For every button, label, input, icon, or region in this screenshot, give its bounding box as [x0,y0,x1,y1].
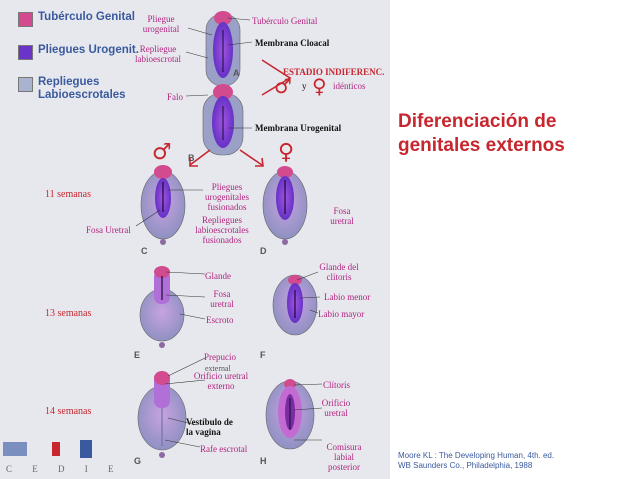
label-repliegues-fusionados: Repliegues labioescrotales fusionados [195,215,249,245]
female-symbol: ♀ [278,140,295,165]
stage-letter-g: G [134,456,142,466]
legend-swatch [18,77,33,92]
male-symbol: ♂ [152,140,172,165]
label-clitoris: Clítoris [323,380,351,390]
stage-letter-f: F [260,350,266,360]
label-identicos: idénticos [333,81,366,91]
label-pliegue-urogenital: Pliegue urogenital [142,14,180,34]
logo-conicyt [3,442,27,456]
citation: Moore KL : The Developing Human, 4th. ed… [398,451,554,471]
stage-letter-c: C [141,246,148,256]
label-tuberculo-genital: Tubérculo Genital [252,16,318,26]
diagram-panel [0,0,390,479]
citation-line: WB Saunders Co., Philadelphia, 1988 [398,461,533,470]
embryo-illustrations [135,11,323,458]
stage-letter-d: D [260,246,267,256]
arrows [189,59,292,167]
legend-label: Repliegues Labioescrotales [38,76,126,101]
legend-swatch [18,45,33,60]
logo-cedie [80,440,92,458]
legend-item-pliegues: Pliegues Urogenit. [18,44,139,60]
pointer-lines [135,17,323,448]
footer-cedie-text: C E D I E [6,464,123,474]
legend-label: Tubérculo Genital [38,11,135,23]
legend-item-repliegues: Repliegues Labioescrotales [18,76,138,102]
label-fosa-uretral-female: Fosa uretral [330,206,354,226]
label-fosa-uretral-male: Fosa Uretral [86,225,131,235]
label-fosa-uretral-13: Fosa uretral [210,289,234,309]
legend-item-tuberculo: Tubérculo Genital [18,11,135,27]
logo-university [52,442,60,456]
label-prepucio: Prepucio [204,352,236,362]
stage-letter-e: E [134,350,141,360]
stage-letter-h: H [260,456,267,466]
embryo-g [137,371,187,458]
embryo-a [205,11,241,87]
embryo-c [140,165,186,245]
page-title: Diferenciación de genitales externos [398,111,565,156]
label-vestibulo: Vestíbulo de la vagina [186,417,233,437]
label-glande: Glande [205,271,231,281]
week-11-label: 11 semanas [45,189,92,200]
legend-label: Pliegues Urogenit. [38,44,139,56]
label-orificio-uretral: Orificio uretral [321,398,351,418]
label-comisura: Comisura labial posterior [326,442,362,472]
label-y: y [302,81,307,91]
embryo-indifferent [202,84,244,156]
legend-swatch [18,12,33,27]
label-estadio: ESTADIO INDIFERENC. [283,67,385,77]
week-14-label: 14 semanas [45,406,92,417]
label-pliegues-fusionados: Pliegues urogenitales fusionados [205,182,249,212]
label-orificio-externo: Orificio uretral externo [193,371,249,391]
embryo-d [262,166,308,245]
label-rafe-escrotal: Rafe escrotal [200,444,248,454]
stage-letter-b: B [188,153,195,163]
label-membrana-cloacal: Membrana Cloacal [255,38,330,48]
label-external: external [205,364,231,373]
female-symbol-top: ♀ [312,74,327,98]
embryo-e [139,266,185,348]
label-membrana-urogenital: Membrana Urogenital [255,123,342,133]
label-glande-clitoris: Glande del clítoris [319,262,359,282]
label-escroto: Escroto [206,315,234,325]
week-13-label: 13 semanas [45,308,92,319]
embryo-h [265,379,315,450]
male-symbol-top: ♂ [274,74,292,98]
citation-line: Moore KL : The Developing Human, 4th. ed… [398,451,555,460]
embryo-f [272,274,318,336]
stage-letter-a: A [233,68,240,78]
label-labio-menor: Labio menor [324,292,371,302]
label-repliegue-labioescrotal: Repliegue labioescrotal [135,44,181,64]
label-labio-mayor: Labio mayor [318,309,365,319]
label-falo: Falo [166,92,183,102]
